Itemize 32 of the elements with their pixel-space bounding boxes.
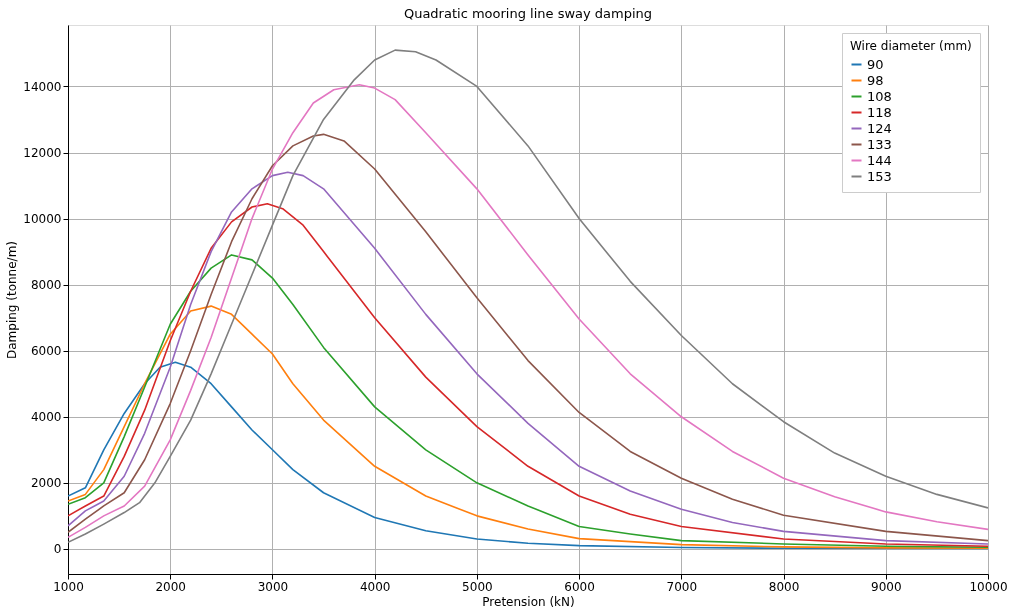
y-tick-label: 10000 [23,212,62,227]
x-axis-title: Pretension (kN) [482,594,575,609]
line-series [68,305,988,550]
x-tick-label: 3000 [257,579,289,594]
x-tick-label: 9000 [871,579,902,594]
legend-label: 118 [867,104,892,120]
legend-label: 153 [867,168,892,184]
x-tick-label: 7000 [666,579,698,594]
x-tick-label: 10000 [969,579,1008,594]
y-tick-label: 6000 [30,344,62,359]
y-tick-label: 8000 [30,278,62,293]
x-tick-label: 4000 [359,579,391,594]
legend-label: 98 [867,72,884,88]
y-tick-label: 14000 [23,79,62,94]
x-tick-label: 2000 [155,579,186,594]
legend-title: Wire diameter (mm) [850,39,972,53]
y-tick-label: 12000 [23,146,62,161]
legend-label: 133 [867,136,892,152]
legend-label: 108 [867,88,892,104]
x-tick-label: 8000 [768,579,800,594]
x-tick-label: 5000 [462,579,493,594]
chart-title: Quadratic mooring line sway damping [403,6,653,21]
legend-label: 144 [867,152,892,168]
y-tick-label: 2000 [30,476,62,491]
y-tick-label: 4000 [30,410,62,425]
x-tick-label: 1000 [53,579,84,594]
x-tick-label: 6000 [564,579,595,594]
y-axis-title: Damping (tonne/m) [5,240,20,360]
y-tick-label: 0 [53,542,62,557]
legend-label: 124 [867,120,892,136]
legend-label: 90 [867,56,884,72]
line-series [68,254,988,549]
